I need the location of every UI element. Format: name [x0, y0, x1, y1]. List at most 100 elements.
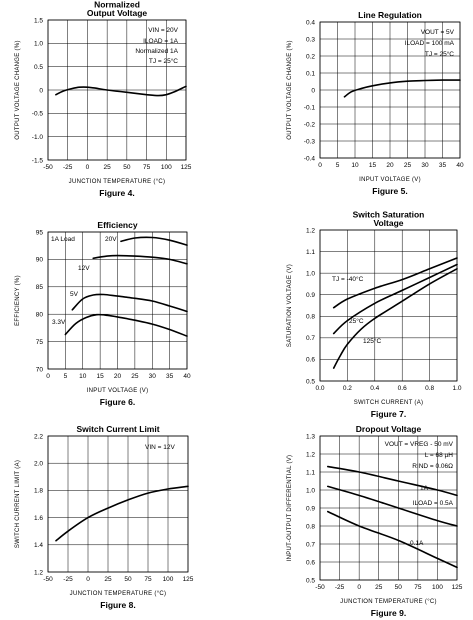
y-tick-label: 0	[311, 87, 315, 94]
annotation-text: ILOAD = 100 mA	[405, 40, 455, 47]
annotation-text: RIND = 0.06Ω	[412, 463, 453, 470]
y-tick-label: 0.9	[306, 505, 315, 512]
series-label: 1A	[420, 485, 429, 492]
y-axis-label: INPUT-OUTPUT DIFFERENTIAL (V)	[287, 455, 293, 562]
x-tick-label: 50	[124, 576, 132, 583]
x-tick-label: 0.2	[343, 385, 352, 392]
series-line	[332, 257, 458, 309]
x-tick-label: 20	[386, 162, 394, 169]
x-tick-label: -25	[63, 164, 73, 171]
plot-frame	[47, 19, 187, 161]
plot-frame	[319, 21, 461, 159]
x-tick-label: 25	[404, 162, 412, 169]
chart-title: Voltage	[373, 218, 403, 228]
y-tick-label: 0.8	[306, 314, 315, 321]
y-tick-label: 0.7	[306, 541, 315, 548]
y-tick-label: 85	[36, 284, 44, 291]
y-tick-label: 90	[36, 257, 44, 264]
chart-title: Dropout Voltage	[356, 424, 422, 434]
y-axis-label: SWITCH CURRENT LIMIT (A)	[15, 460, 21, 548]
x-tick-label: 25	[104, 164, 112, 171]
y-tick-label: 0.4	[306, 19, 315, 26]
y-tick-label: 1.0	[34, 41, 43, 48]
y-tick-label: -0.4	[304, 155, 316, 162]
x-tick-label: 25	[375, 584, 383, 591]
series-line	[71, 293, 188, 313]
y-tick-label: 2.0	[34, 461, 43, 468]
x-tick-label: 50	[123, 164, 131, 171]
x-tick-label: 75	[144, 576, 152, 583]
x-tick-label: 125	[452, 584, 463, 591]
plot-frame	[47, 231, 188, 370]
series-line	[64, 313, 188, 337]
y-axis-label: OUTPUT VOLTAGE CHANGE (%)	[287, 40, 293, 140]
x-tick-label: -25	[335, 584, 345, 591]
y-tick-label: 1.2	[34, 569, 43, 576]
y-tick-label: 0.6	[306, 559, 315, 566]
annotation-text: 1A Load	[51, 236, 75, 243]
x-tick-label: 30	[421, 162, 429, 169]
x-tick-label: 5	[64, 373, 68, 380]
y-tick-label: 1.3	[306, 433, 315, 440]
x-axis-label: JUNCTION TEMPERATURE (°C)	[340, 599, 437, 605]
x-tick-label: 0	[46, 373, 50, 380]
series-line	[327, 510, 458, 569]
x-tick-label: 100	[161, 164, 172, 171]
x-axis-label: JUNCTION TEMPERATURE (°C)	[70, 591, 167, 597]
y-tick-label: 0.5	[306, 378, 315, 385]
plot-frame	[47, 435, 189, 573]
x-axis-label: SWITCH CURRENT (A)	[354, 400, 424, 406]
x-axis-label: INPUT VOLTAGE (V)	[87, 388, 149, 394]
x-tick-label: 100	[163, 576, 174, 583]
x-tick-label: 0.0	[315, 385, 324, 392]
x-axis-label: INPUT VOLTAGE (V)	[359, 177, 421, 183]
annotation-text: VIN = 12V	[145, 444, 175, 451]
annotation-text: VOUT = VREG - 50 mV	[385, 441, 454, 448]
series-label: 12V	[78, 265, 90, 272]
x-tick-label: 0	[318, 162, 322, 169]
y-tick-label: 1.1	[306, 249, 315, 256]
y-tick-label: 1.4	[34, 542, 43, 549]
y-axis-label: OUTPUT VOLTAGE CHANGE (%)	[15, 40, 21, 140]
series-line	[332, 268, 458, 369]
figure-label: Figure 5.	[372, 186, 407, 196]
series-line	[55, 485, 189, 542]
annotation-text: L = 68 µH	[425, 452, 454, 459]
x-tick-label: 0.6	[398, 385, 407, 392]
chart-title: Normalized	[94, 0, 140, 10]
x-tick-label: 35	[166, 373, 174, 380]
x-tick-label: 25	[104, 576, 112, 583]
y-tick-label: 1.2	[306, 227, 315, 234]
y-tick-label: 1.0	[306, 270, 315, 277]
plot-frame	[319, 435, 458, 581]
series-line	[120, 236, 188, 246]
y-tick-label: 80	[36, 312, 44, 319]
chart-9: -50 -25 0 25 50 75 100 125 0.5 0.6 0.7 0.8 0.9 1.0 1.1…	[287, 424, 463, 618]
x-tick-label: 75	[414, 584, 422, 591]
x-tick-label: 25	[131, 373, 139, 380]
y-tick-label: -1.0	[32, 134, 44, 141]
series-line	[327, 485, 458, 527]
series-line	[327, 465, 458, 497]
x-tick-label: 5	[336, 162, 340, 169]
x-tick-label: -50	[315, 584, 325, 591]
x-tick-label: 1.0	[452, 385, 461, 392]
x-tick-label: 0.8	[425, 385, 434, 392]
chart-5: 0 5 10 15 20 25 30 35 40 -0.4 -0.3 -0.2 -0.1 0 0.1 0.2 0…	[287, 10, 464, 196]
x-tick-label: 20	[114, 373, 122, 380]
y-tick-label: 0.8	[306, 523, 315, 530]
y-tick-label: 0.5	[34, 64, 43, 71]
chart-8: -50 -25 0 25 50 75 100 125 1.2 1.4 1.6 1.8 2.0 2.2 Swi…	[15, 424, 194, 610]
figure-label: Figure 4.	[99, 188, 134, 198]
series-label: 3.3V	[52, 319, 66, 326]
annotation-text: ILOAD = 0.5A	[413, 500, 454, 507]
y-tick-label: 1.6	[34, 515, 43, 522]
chart-title: Line Regulation	[358, 10, 422, 20]
y-tick-label: -0.3	[304, 138, 316, 145]
x-tick-label: 35	[439, 162, 447, 169]
y-tick-label: 0.7	[306, 335, 315, 342]
x-tick-label: 0	[357, 584, 361, 591]
x-tick-label: 125	[183, 576, 194, 583]
y-tick-label: 0.1	[306, 70, 315, 77]
chart-title: Efficiency	[97, 220, 137, 230]
